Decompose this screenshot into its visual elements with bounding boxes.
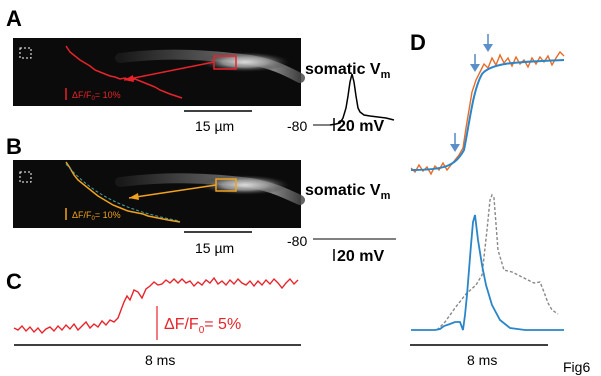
panel-c-letter: C [6,269,22,294]
time-label-c: 8 ms [145,352,175,368]
df-label-a: ΔF/F0= 10% [72,90,121,102]
arrow-red [123,61,215,81]
arrow-right-d [483,34,493,52]
mv-label-b: 20 mV [337,248,384,265]
mv-label-a: 20 mV [337,118,384,135]
fluorescence-trace-c [13,276,299,335]
background-roi-box-b [19,171,32,183]
panel-d-letter: D [410,30,426,55]
arrow-orange [128,184,217,199]
arrow-left-d [450,133,460,152]
panel-b-image: ΔF/F0= 10% [13,160,305,228]
figure-label: Fig6 [563,359,590,375]
scalebar-label-b: 15 µm [195,240,234,256]
arrowhead-orange [129,193,139,200]
panel-b-letter: B [6,134,22,159]
somatic-vm-label-b: somatic Vm [305,182,391,202]
somatic-vm-label-a: somatic Vm [305,61,391,81]
df-label-b: ΔF/F0= 10% [72,210,121,222]
dashed-trace-d [436,193,559,331]
blue-fit-d [410,59,565,171]
somatic-ap-trace-a [329,73,395,126]
time-label-d: 8 ms [467,352,497,368]
scalebar-label-a: 15 µm [195,118,234,134]
fit-curve-b [65,163,181,222]
vrest-label-b: -80 [287,233,307,249]
arrow-mid-d [470,54,480,72]
df-label-c: ΔF/F0= 5% [164,316,241,336]
background-roi-box [19,47,32,59]
blue-ap-trace-d [411,214,564,331]
fluorescence-trace-b [65,161,181,223]
panel-a-letter: A [6,6,22,31]
fluorescence-trace-a [65,45,183,99]
panel-a-image: ΔF/F0= 10% [13,38,305,106]
vrest-label-a: -80 [287,118,307,134]
